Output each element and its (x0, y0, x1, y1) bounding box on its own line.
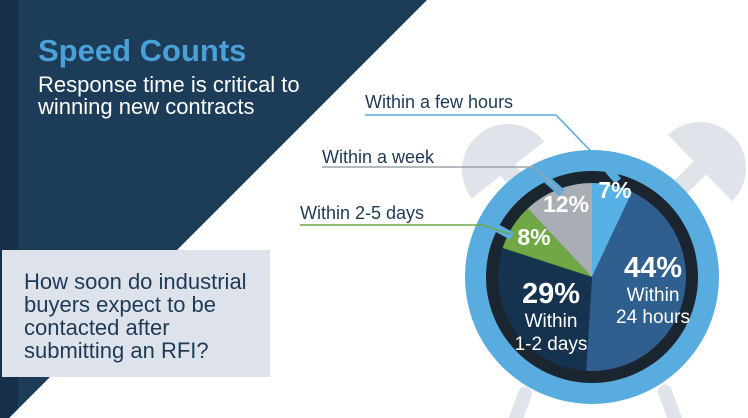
subtitle-line-2: winning new contracts (38, 94, 255, 119)
bell-dome (668, 122, 746, 202)
callout-label-within-a-week: Within a week (322, 147, 435, 167)
subtitle-line-1: Response time is critical to (38, 72, 300, 97)
slice-percent-label-2: 29% (522, 278, 580, 310)
slice-percent-label-1: 44% (624, 252, 682, 284)
callout-label-within-2-5-days: Within 2-5 days (300, 203, 425, 223)
pie-slice-within-a-week (527, 183, 592, 277)
question-line-2: buyers expect to be (24, 292, 217, 317)
pie-slice-within-2-5-days (502, 208, 592, 277)
slice-sublabel-1-1: 24 hours (616, 307, 690, 328)
slice-percent-label-4: 12% (543, 191, 589, 217)
page-title: Speed Counts (38, 33, 247, 68)
leader-line-0 (365, 114, 613, 174)
bell-dome (462, 124, 545, 199)
title-block: Speed Counts Response time is critical t… (38, 34, 300, 118)
slice-percent-label-3: 8% (517, 224, 550, 250)
callout-label-within-few-hours: Within a few hours (365, 92, 514, 112)
question-line-3: contacted after (24, 315, 170, 340)
clock-foot-right (657, 384, 684, 418)
slice-sublabel-2-0: Within (525, 311, 578, 332)
foot-shape (657, 384, 684, 418)
pie-slice-within-24-hours (586, 191, 686, 371)
question-line-1: How soon do industrial (24, 269, 247, 294)
slice-sublabel-1-0: Within (627, 285, 680, 306)
leader-line-1 (322, 166, 562, 193)
pie-slice-within-1-2-days (497, 247, 592, 371)
question-line-4: submitting an RFI? (24, 338, 209, 363)
foot-shape (506, 386, 533, 418)
slice-percent-label-0: 7% (598, 177, 631, 203)
question-box: How soon do industrial buyers expect to … (2, 250, 270, 377)
slice-sublabel-2-1: 1-2 days (515, 334, 588, 355)
pie-slice-within-a-few-hours (592, 183, 633, 277)
clock-foot-left (506, 386, 533, 418)
page-subtitle: Response time is critical to winning new… (38, 74, 300, 118)
leader-line-2 (300, 224, 511, 235)
